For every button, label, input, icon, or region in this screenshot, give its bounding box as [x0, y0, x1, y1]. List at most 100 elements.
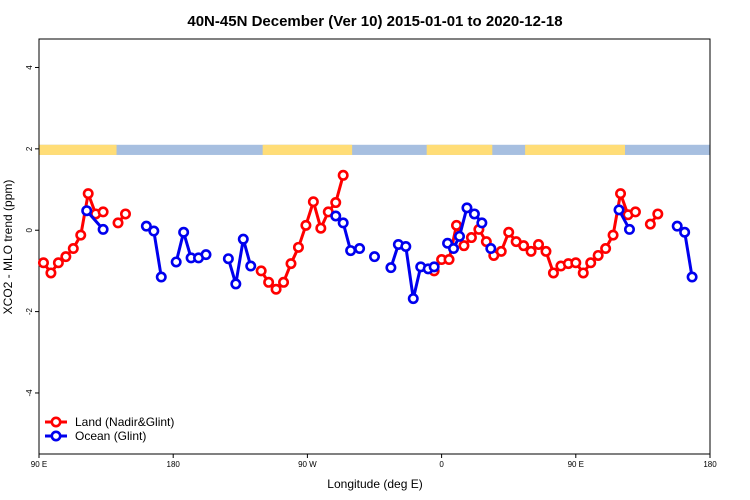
data-point: [461, 202, 473, 214]
data-point: [613, 204, 625, 216]
data-point: [458, 240, 470, 252]
data-point: [270, 283, 282, 295]
x-axis-label: Longitude (deg E): [327, 477, 422, 491]
data-point: [570, 257, 582, 269]
data-point: [540, 245, 552, 257]
x-tick-label: 180: [703, 460, 717, 469]
data-point: [644, 218, 656, 230]
series-line: [226, 237, 253, 286]
data-point: [451, 219, 463, 231]
data-point: [547, 267, 559, 279]
x-axis: 90 E 180 90 W 0 90 E 180: [31, 454, 717, 469]
data-point: [485, 243, 497, 255]
landmask-land-segment: [262, 144, 353, 155]
legend-ocean-label: Ocean (Glint): [75, 429, 146, 443]
data-point: [81, 205, 93, 217]
legend: Land (Nadir&Glint) Ocean (Glint): [45, 415, 174, 443]
land-series: [37, 169, 664, 295]
data-point: [476, 217, 488, 229]
data-point: [468, 208, 480, 220]
x-tick-label: 180: [167, 460, 181, 469]
legend-land-label: Land (Nadir&Glint): [75, 415, 174, 429]
data-point: [495, 245, 507, 257]
data-point: [345, 245, 357, 257]
data-point: [52, 257, 64, 269]
ocean-series: [81, 202, 698, 305]
data-point: [585, 257, 597, 269]
data-point: [170, 256, 182, 268]
y-tick-label: 0: [25, 227, 34, 232]
legend-ocean-marker: [50, 430, 62, 442]
data-point: [245, 260, 257, 272]
data-point: [385, 262, 397, 274]
data-point: [592, 249, 604, 261]
y-axis: -4 -2 0 2 4: [25, 65, 39, 397]
x-tick-label: 0: [439, 460, 444, 469]
x-tick-label: 90 W: [298, 460, 317, 469]
landmask-ocean-band: [39, 144, 710, 155]
data-point: [525, 245, 537, 257]
data-point: [629, 206, 641, 218]
data-point: [623, 223, 635, 235]
data-point: [679, 226, 691, 238]
data-point: [178, 226, 190, 238]
data-point: [82, 188, 94, 200]
data-point: [119, 208, 131, 220]
data-point: [230, 278, 242, 290]
data-point: [448, 243, 460, 255]
y-tick-label: -2: [25, 307, 34, 315]
data-point: [577, 267, 589, 279]
data-point: [67, 243, 79, 255]
landmask-land-segment: [426, 144, 493, 155]
data-point: [615, 188, 627, 200]
data-point: [278, 276, 290, 288]
data-point: [315, 222, 327, 234]
data-point: [368, 251, 380, 263]
data-point: [600, 243, 612, 255]
data-point: [255, 265, 267, 277]
x-tick-label: 90 E: [31, 460, 47, 469]
data-point: [97, 206, 109, 218]
data-point: [140, 220, 152, 232]
landmask-strip: [39, 144, 710, 155]
data-point: [518, 240, 530, 252]
series-line: [42, 192, 104, 275]
legend-land-marker: [50, 416, 62, 428]
x-tick-label: 90 E: [568, 460, 584, 469]
data-point: [263, 276, 275, 288]
data-point: [307, 196, 319, 208]
data-point: [37, 257, 49, 269]
data-point: [330, 210, 342, 222]
data-point: [60, 251, 72, 263]
series-line: [259, 174, 345, 291]
plot-frame: [38, 38, 711, 455]
data-point: [671, 220, 683, 232]
data-point: [337, 169, 349, 181]
y-tick-label: 2: [25, 146, 34, 151]
data-point: [428, 261, 440, 273]
data-point: [330, 197, 342, 209]
data-point: [45, 267, 57, 279]
data-point: [652, 208, 664, 220]
y-tick-label: -4: [25, 389, 34, 397]
data-point: [285, 258, 297, 270]
data-point: [222, 253, 234, 265]
series-layer: [37, 169, 698, 305]
data-point: [112, 217, 124, 229]
data-point: [453, 230, 465, 242]
data-point: [400, 241, 412, 253]
data-point: [465, 232, 477, 244]
data-point: [686, 271, 698, 283]
data-point: [148, 225, 160, 237]
data-point: [155, 271, 167, 283]
data-point: [237, 233, 249, 245]
chart-title: 40N-45N December (Ver 10) 2015-01-01 to …: [187, 13, 562, 30]
data-point: [443, 254, 455, 266]
y-axis-label: XCO2 - MLO trend (ppm): [1, 180, 15, 315]
landmask-land-segment: [525, 144, 626, 155]
data-point: [97, 223, 109, 235]
data-point: [300, 219, 312, 231]
data-point: [407, 293, 419, 305]
data-point: [200, 249, 212, 261]
